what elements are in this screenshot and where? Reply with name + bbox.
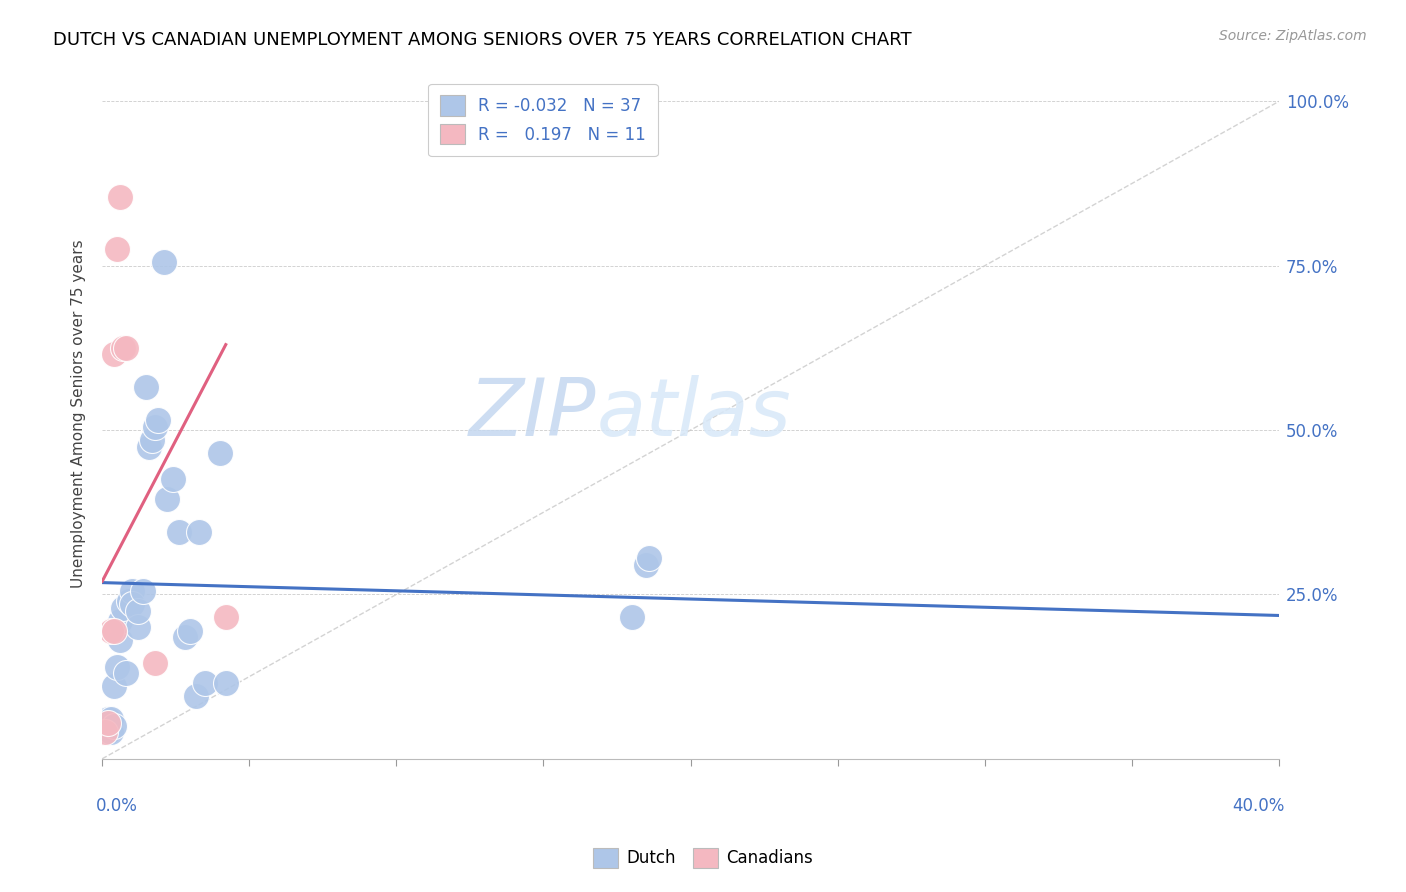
Point xyxy=(156,492,179,507)
Point xyxy=(167,524,190,539)
Point xyxy=(121,584,143,599)
Legend: Dutch, Canadians: Dutch, Canadians xyxy=(586,841,820,875)
Point xyxy=(143,657,166,671)
Point xyxy=(100,712,122,726)
Point xyxy=(114,666,136,681)
Point xyxy=(215,676,238,690)
Point xyxy=(135,380,157,394)
Point xyxy=(162,472,184,486)
Point xyxy=(141,433,163,447)
Point xyxy=(105,659,128,673)
Text: ZIP: ZIP xyxy=(470,375,596,452)
Point xyxy=(111,341,134,355)
Point xyxy=(108,190,131,204)
Text: atlas: atlas xyxy=(596,375,792,452)
Point xyxy=(103,680,125,694)
Point xyxy=(100,725,122,739)
Point xyxy=(127,604,149,618)
Text: Source: ZipAtlas.com: Source: ZipAtlas.com xyxy=(1219,29,1367,43)
Point xyxy=(114,341,136,355)
Point xyxy=(94,725,117,739)
Point xyxy=(186,690,208,704)
Point xyxy=(179,624,201,638)
Point xyxy=(118,594,141,608)
Point xyxy=(97,712,120,726)
Point xyxy=(143,419,166,434)
Text: 40.0%: 40.0% xyxy=(1233,797,1285,814)
Text: 0.0%: 0.0% xyxy=(97,797,138,814)
Point xyxy=(638,551,661,566)
Point xyxy=(173,630,195,644)
Point xyxy=(138,440,160,454)
Point xyxy=(105,242,128,256)
Point xyxy=(194,676,217,690)
Point xyxy=(100,624,122,638)
Point xyxy=(146,413,169,427)
Point xyxy=(127,620,149,634)
Y-axis label: Unemployment Among Seniors over 75 years: Unemployment Among Seniors over 75 years xyxy=(72,239,86,588)
Point xyxy=(215,610,238,624)
Point xyxy=(94,725,117,739)
Point xyxy=(111,600,134,615)
Point xyxy=(97,715,120,730)
Point xyxy=(108,614,131,628)
Point xyxy=(620,610,643,624)
Point xyxy=(208,446,231,460)
Point xyxy=(103,347,125,361)
Point xyxy=(103,719,125,733)
Point xyxy=(188,524,211,539)
Point xyxy=(153,255,176,269)
Legend: R = -0.032   N = 37, R =   0.197   N = 11: R = -0.032 N = 37, R = 0.197 N = 11 xyxy=(429,84,658,156)
Point xyxy=(108,633,131,648)
Point xyxy=(636,558,658,572)
Point xyxy=(132,584,155,599)
Point xyxy=(97,725,120,739)
Point xyxy=(121,597,143,611)
Text: DUTCH VS CANADIAN UNEMPLOYMENT AMONG SENIORS OVER 75 YEARS CORRELATION CHART: DUTCH VS CANADIAN UNEMPLOYMENT AMONG SEN… xyxy=(53,31,912,49)
Point xyxy=(103,624,125,638)
